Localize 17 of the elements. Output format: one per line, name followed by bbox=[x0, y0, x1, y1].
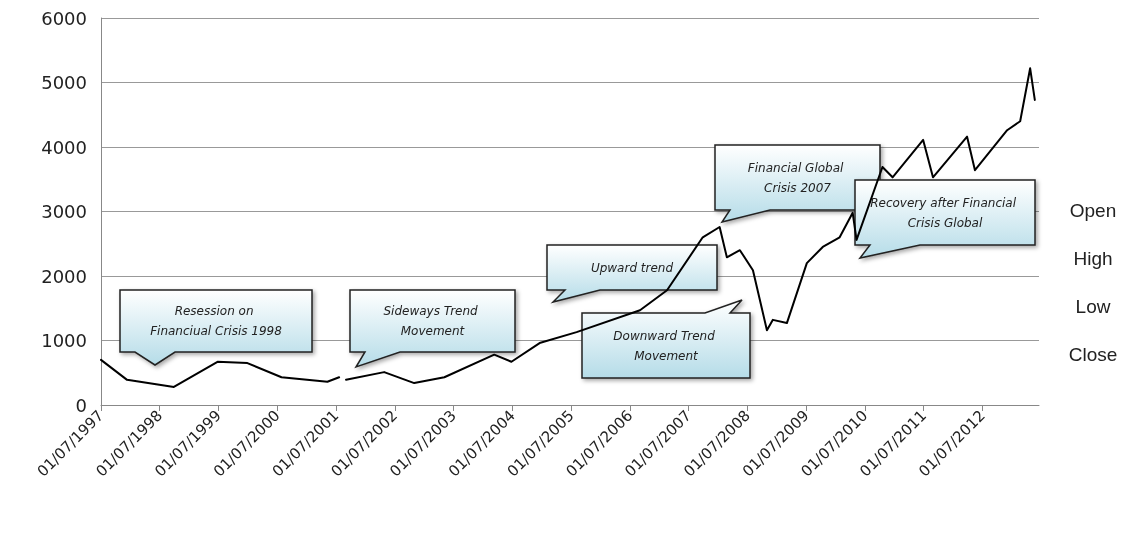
y-tick-label: 6000 bbox=[41, 7, 87, 29]
text: Close bbox=[1068, 343, 1118, 365]
text: Open bbox=[1069, 199, 1117, 221]
y-tick-label: 0 bbox=[75, 394, 87, 416]
y-tick-label: 5000 bbox=[41, 72, 87, 93]
y-tick-label: 4000 bbox=[41, 136, 87, 158]
annotation: Upward trend bbox=[590, 260, 674, 275]
annotation: Recovery after Financial Crisis Global bbox=[870, 195, 1020, 230]
text: Low bbox=[1075, 295, 1111, 317]
y-tick-label: 3000 bbox=[41, 201, 87, 222]
annotation: Financial Global Crisis 2007 bbox=[747, 160, 848, 195]
text: High bbox=[1073, 247, 1113, 269]
annotation: Resession on Financiual Crisis 1998 bbox=[150, 304, 283, 338]
annotation: Downward Trend Movement bbox=[613, 328, 719, 363]
y-tick-label: 1000 bbox=[41, 330, 87, 351]
annotation: Sideways Trend Movement bbox=[383, 304, 482, 338]
y-tick-label: 2000 bbox=[41, 265, 87, 287]
